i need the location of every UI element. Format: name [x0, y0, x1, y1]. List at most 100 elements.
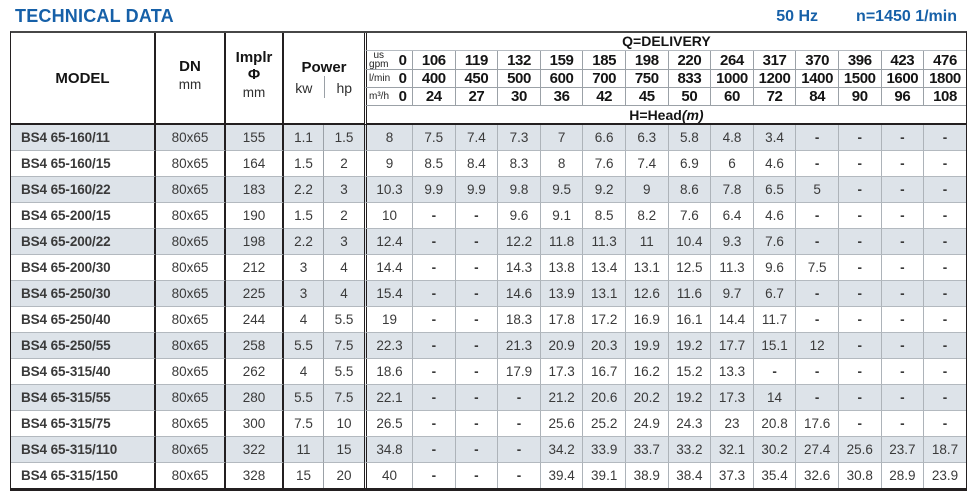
hp-cell: 15 — [324, 437, 365, 463]
hp-cell: 10 — [324, 411, 365, 437]
flow-value-cell: 500 — [497, 70, 540, 88]
head-value-cell: 13.3 — [710, 359, 753, 385]
head-value-cell: 34.2 — [539, 437, 583, 463]
page-title: TECHNICAL DATA — [15, 6, 174, 26]
table-row: BS4 65-200/22 80x65 198 2.2 3 12.4- -12.2 11.8 1… — [11, 229, 966, 255]
head-value-cell: 8.5 — [412, 151, 455, 177]
head-value-cell: 9.8 — [497, 177, 540, 203]
head-value-cell: - — [880, 281, 924, 307]
kw-cell: 1.5 — [284, 203, 324, 229]
head-value-cell: 9.3 — [710, 229, 753, 255]
impeller-header-label: Implr — [235, 49, 273, 66]
head-value-cell: - — [454, 463, 498, 488]
flow-value-cell: 600 — [539, 70, 583, 88]
head-value-cell: 32.1 — [710, 437, 753, 463]
head-value-cell: 23.7 — [880, 437, 924, 463]
flow-value-cell: 750 — [624, 70, 668, 88]
flow-value-cell: 476 — [923, 51, 966, 70]
head-value-cell: 8.4 — [454, 151, 498, 177]
head-value-cell: - — [412, 333, 455, 359]
technical-data-table: MODEL DN mm Implr Φ mm — [10, 31, 967, 491]
head-value-cell: - — [412, 463, 455, 488]
head-value-cell: 20.2 — [624, 385, 668, 411]
head-value-cell: 15.2 — [667, 359, 711, 385]
hp-unit-label: hp — [323, 75, 365, 98]
model-cell: BS4 65-315/110 — [11, 437, 156, 463]
impeller-cell: 164 — [226, 151, 284, 177]
head-value-cell: - — [454, 281, 498, 307]
power-header-label: Power — [301, 58, 347, 76]
head-value-cell: - — [880, 203, 924, 229]
head-value-cell: - — [795, 229, 838, 255]
dn-cell: 80x65 — [156, 333, 226, 359]
impeller-cell: 262 — [226, 359, 284, 385]
hp-cell: 20 — [336, 468, 352, 483]
head-value-cell: 7.6 — [582, 151, 625, 177]
flow-value-cell: 396 — [837, 51, 881, 70]
table-row: BS4 65-315/55 80x65 280 5.5 7.5 22.1- - -21.2 20… — [11, 385, 966, 411]
impeller-cell: 190 — [226, 203, 284, 229]
kw-cell: 3 — [284, 281, 324, 307]
impeller-cell: 155 — [226, 125, 284, 151]
kw-cell: 4 — [284, 359, 324, 385]
head-value-cell: 21.2 — [539, 385, 583, 411]
head-value-cell: 17.6 — [795, 411, 838, 437]
head-value-cell: - — [454, 307, 498, 333]
head-value-cell: - — [837, 151, 881, 177]
flow-value-cell: 423 — [880, 51, 924, 70]
head-value-cell: - — [880, 333, 924, 359]
head-value-cell: 17.9 — [497, 359, 540, 385]
table-row: BS4 65-160/11 80x65 155 1.1 1.5 8 7.5 7.4 7.3 7 6.… — [11, 125, 966, 151]
head-value-cell: 14.4 — [364, 255, 413, 281]
model-cell: BS4 65-160/15 — [11, 151, 156, 177]
flow-value-cell: 400 — [412, 70, 455, 88]
dn-cell: 80x65 — [156, 125, 226, 151]
spec-labels: 50 Hz n=1450 1/min — [776, 6, 965, 26]
flow-value-cell: 1400 — [795, 70, 838, 88]
head-value-cell: 33.2 — [667, 437, 711, 463]
head-value-cell: - — [837, 229, 881, 255]
table-row: BS4 65-200/30 80x65 212 3 4 14.4- -14.3 13.8 13.… — [11, 255, 966, 281]
hp-cell: 5.5 — [324, 359, 365, 385]
speed-label: n=1450 1/min — [856, 7, 957, 25]
head-value-cell: 17.3 — [539, 359, 583, 385]
head-value-cell: 7.3 — [497, 125, 540, 151]
table-row: BS4 65-315/40 80x65 262 4 5.5 18.6- -17.9 17.3 1… — [11, 359, 966, 385]
head-value-cell: 13.8 — [539, 255, 583, 281]
head-value-cell: 13.4 — [582, 255, 625, 281]
head-value-cell: - — [880, 255, 924, 281]
head-value-cell: - — [454, 255, 498, 281]
impeller-cell: 198 — [226, 229, 284, 255]
head-value-cell: 7.6 — [667, 203, 711, 229]
impeller-cell: 183 — [226, 177, 284, 203]
head-value-cell: 11.6 — [667, 281, 711, 307]
flow-value-cell: 198 — [624, 51, 668, 70]
head-value-cell: 19 — [364, 307, 413, 333]
head-value-cell: 7 — [539, 125, 583, 151]
hp-cell: 3 — [324, 229, 365, 255]
table-row: BS4 65-160/15 80x65 164 1.5 2 9 8.5 8.4 8.3 8 7.6 7… — [11, 151, 966, 177]
head-value-cell: - — [837, 125, 881, 151]
head-value-cell: 17.8 — [539, 307, 583, 333]
kw-cell: 7.5 — [284, 411, 324, 437]
head-value-cell: 25.2 — [582, 411, 625, 437]
head-value-cell: 17.7 — [710, 333, 753, 359]
dn-cell: 80x65 — [156, 229, 226, 255]
head-value-cell: - — [837, 333, 881, 359]
hp-cell: 7.5 — [324, 385, 365, 411]
head-value-cell: - — [880, 229, 924, 255]
head-value-cell: - — [880, 177, 924, 203]
head-value-cell: - — [923, 177, 966, 203]
flow-value-cell: 106 — [412, 51, 455, 70]
head-value-cell: - — [880, 411, 924, 437]
table-row: BS4 65-315/150 80x65 328 15 20 40- - -39.4 39.1 3… — [11, 463, 966, 488]
head-value-cell: - — [497, 463, 540, 488]
head-value-cell: 9.2 — [582, 177, 625, 203]
head-value-cell: 12.6 — [624, 281, 668, 307]
head-value-cell: 3.4 — [752, 125, 796, 151]
head-value-cell: 11.3 — [710, 255, 753, 281]
head-value-cell: 7.6 — [752, 229, 796, 255]
flow-unit-cell: l/min 0 — [364, 70, 413, 88]
table-row: BS4 65-315/75 80x65 300 7.5 10 26.5- - -25.6 25.… — [11, 411, 966, 437]
head-value-cell: - — [497, 385, 540, 411]
